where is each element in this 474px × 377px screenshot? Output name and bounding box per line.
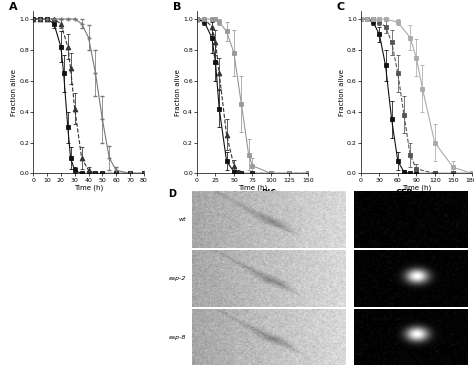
Text: B: B — [173, 2, 181, 12]
Text: I: I — [253, 224, 255, 229]
Text: GFP: GFP — [395, 188, 413, 198]
Y-axis label: Fraction alive: Fraction alive — [11, 69, 17, 116]
X-axis label: Time (h): Time (h) — [74, 185, 103, 191]
X-axis label: Time (h): Time (h) — [238, 185, 267, 191]
X-axis label: Time (h): Time (h) — [401, 185, 431, 191]
Y-axis label: Fraction alive: Fraction alive — [175, 69, 181, 116]
Y-axis label: Fraction alive: Fraction alive — [339, 69, 345, 116]
Text: DIC: DIC — [262, 188, 277, 198]
Text: wt: wt — [179, 217, 186, 222]
Text: C: C — [337, 2, 345, 12]
Text: esp-8: esp-8 — [169, 335, 186, 340]
Text: D: D — [168, 188, 176, 199]
Text: A: A — [9, 2, 18, 12]
Text: esp-2: esp-2 — [169, 276, 186, 281]
Text: P: P — [297, 197, 301, 202]
